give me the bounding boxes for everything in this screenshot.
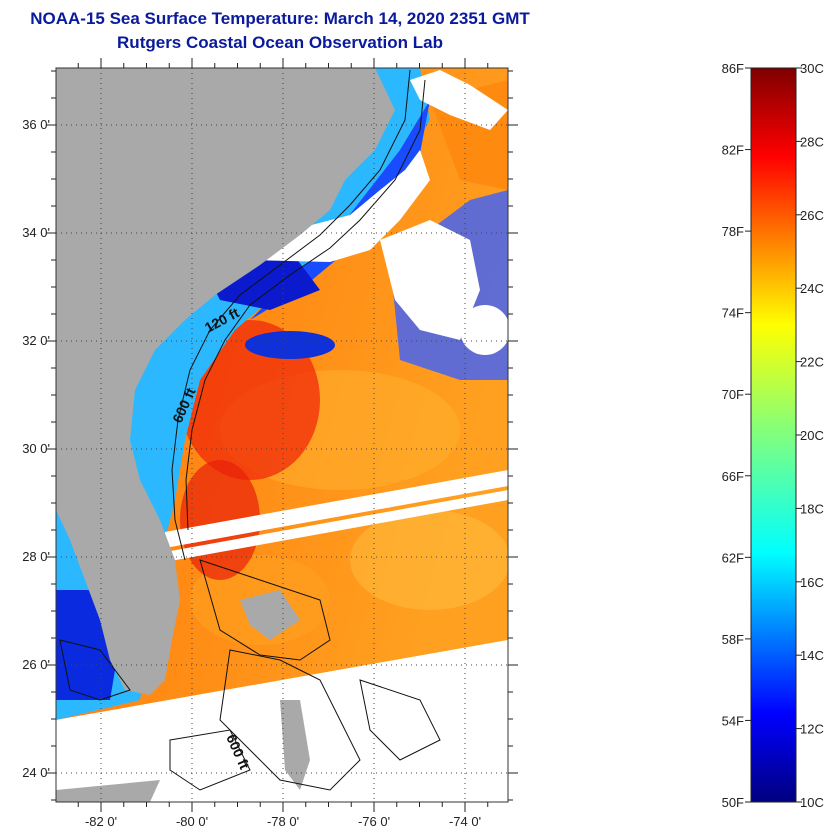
colorbar-f-label: 62F [722, 550, 744, 565]
bathymetry-contours [59, 69, 441, 791]
lat-tick-label: 34 0' [22, 225, 50, 240]
lat-tick-label: 28 0' [22, 549, 50, 564]
colorbar-f-label: 58F [722, 632, 744, 647]
lat-tick-label: 24 0' [22, 765, 50, 780]
colorbar-c-label: 14C [800, 648, 824, 663]
colorbar [750, 67, 797, 803]
lat-tick-label: 36 0' [22, 117, 50, 132]
colorbar-f-label: 86F [722, 61, 744, 76]
colorbar-f-label: 74F [722, 306, 744, 321]
colorbar-c-label: 24C [800, 281, 824, 296]
lon-tick-label: -80 0' [176, 814, 208, 829]
colorbar-c-label: 16C [800, 575, 824, 590]
colorbar-c-label: 18C [800, 501, 824, 516]
lat-tick-label: 30 0' [22, 441, 50, 456]
land-southeast-us [56, 68, 395, 695]
colorbar-f-label: 78F [722, 224, 744, 239]
lat-lon-grid [56, 68, 508, 802]
map-subtitle: Rutgers Coastal Ocean Observation Lab [117, 33, 443, 52]
colorbar-ticks: 86F 82F 78F 74F 70F 66F 62F 58F 54F 50F 30C 28C 26C 2… [722, 61, 824, 810]
colorbar-c-label: 10C [800, 795, 824, 810]
lon-tick-label: -74 0' [449, 814, 481, 829]
colorbar-f-label: 54F [722, 713, 744, 728]
map-plot-area [56, 68, 508, 802]
colorbar-c-label: 22C [800, 355, 824, 370]
map-frame [55, 67, 509, 803]
colorbar-f-label: 82F [722, 143, 744, 158]
lon-tick-label: -82 0' [85, 814, 117, 829]
map-title: NOAA-15 Sea Surface Temperature: March 1… [30, 9, 530, 28]
colorbar-f-label: 66F [722, 469, 744, 484]
lat-tick-label: 32 0' [22, 333, 50, 348]
colorbar-f-label: 50F [722, 795, 744, 810]
colorbar-c-label: 26C [800, 208, 824, 223]
colorbar-c-label: 20C [800, 428, 824, 443]
lon-tick-label: -78 0' [267, 814, 299, 829]
axis-ticks: 36 0' 34 0' 32 0' 30 0' 28 0' 26 0' 24 0' -82 0… [22, 58, 518, 829]
colorbar-f-label: 70F [722, 387, 744, 402]
colorbar-c-label: 30C [800, 61, 824, 76]
colorbar-c-label: 12C [800, 722, 824, 737]
colorbar-c-label: 28C [800, 134, 824, 149]
lon-tick-label: -76 0' [358, 814, 390, 829]
lat-tick-label: 26 0' [22, 657, 50, 672]
